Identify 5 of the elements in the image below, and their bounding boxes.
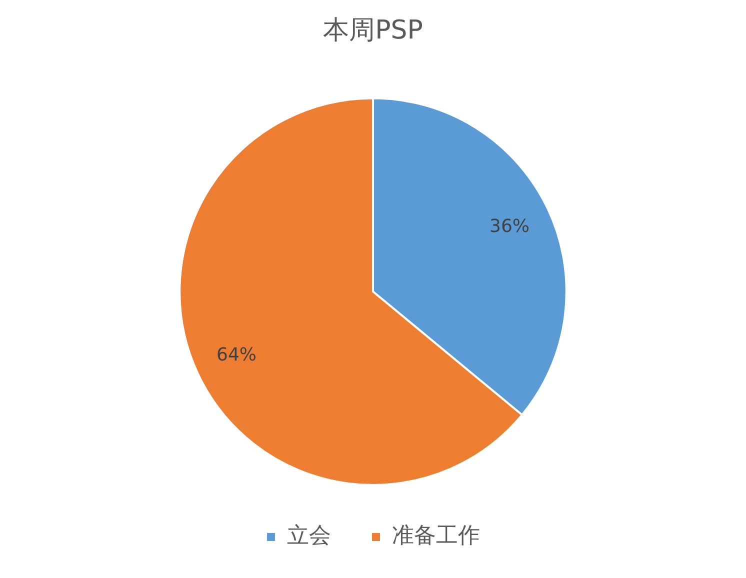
legend-label: 准备工作 [392, 524, 480, 549]
legend-label: 立会 [287, 524, 331, 549]
data-label: 36% [489, 216, 530, 238]
data-label: 64% [216, 344, 257, 366]
chart-title: 本周PSP [323, 15, 423, 46]
